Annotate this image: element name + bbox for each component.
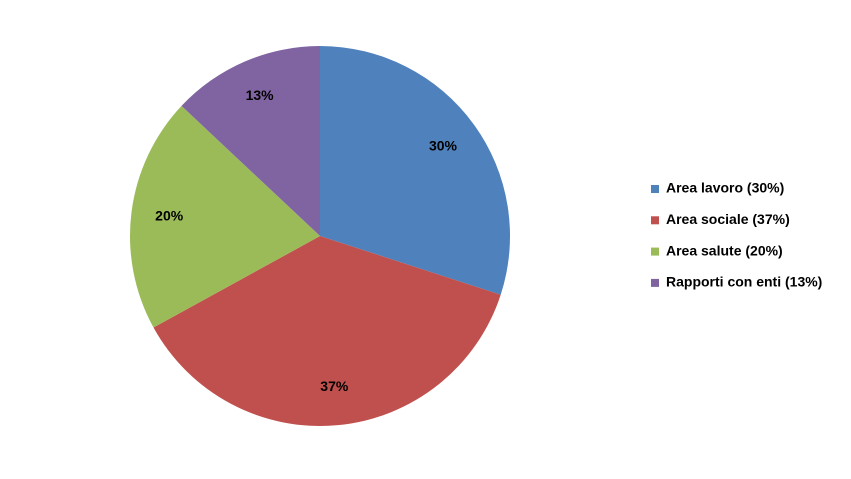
data-label: 30% [429,137,458,153]
pie-slice [129,105,320,328]
legend-label: Area lavoro (30%) [666,180,784,196]
pie-slice [153,236,501,427]
data-label: 37% [320,378,349,394]
legend-swatch [651,185,659,193]
data-label: 20% [155,208,184,224]
legend-label: Area salute (20%) [666,242,783,258]
data-label: 13% [246,87,275,103]
legend-label: Area sociale (37%) [666,211,790,227]
legend-swatch [651,216,659,225]
pie-slice [181,45,320,236]
legend-swatch [651,247,659,256]
legend-swatch [651,278,659,287]
legend-label: Rapporti con enti (13%) [666,274,822,290]
pie-slice [320,46,511,295]
